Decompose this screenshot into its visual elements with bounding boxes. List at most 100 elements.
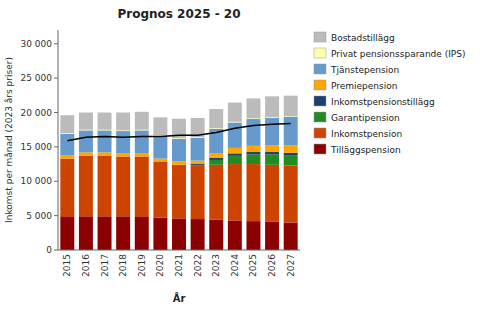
- bar: [246, 221, 260, 250]
- y-axis: 0 5 000 10 000 15 000 20 000 25 000 30 000: [21, 39, 59, 255]
- legend-swatch: [314, 112, 326, 122]
- bar: [116, 131, 130, 153]
- y-axis-line: [58, 30, 59, 250]
- bar-series: [60, 156, 297, 223]
- bar: [265, 152, 279, 154]
- bar: [191, 164, 205, 165]
- bar: [79, 113, 93, 130]
- bar: [209, 220, 223, 250]
- y-tick-label: 0: [46, 245, 52, 255]
- x-tick-label: 2016: [81, 254, 91, 277]
- bar: [265, 154, 279, 164]
- bar: [153, 162, 167, 218]
- legend-label: Bostadstillägg: [331, 33, 395, 43]
- bar: [98, 130, 112, 152]
- bar: [135, 130, 149, 153]
- title: Prognos 2025 - 20: [117, 7, 240, 21]
- bar: [135, 153, 149, 156]
- bar: [209, 158, 223, 160]
- bar: [228, 122, 242, 147]
- legend-swatch: [314, 144, 326, 154]
- bar: [209, 109, 223, 128]
- bar: [116, 157, 130, 217]
- x-tick-label: 2025: [248, 254, 258, 277]
- bar: [79, 152, 93, 155]
- bar-series: [60, 216, 297, 250]
- x-axis: 2015201620172018201920202021202220232024…: [62, 254, 295, 277]
- bar: [209, 153, 223, 158]
- bar: [265, 222, 279, 250]
- legend-label: Tjänstepension: [330, 65, 399, 75]
- bar: [135, 217, 149, 250]
- bar: [246, 164, 260, 221]
- bar-series: [60, 96, 297, 138]
- bar: [284, 96, 298, 117]
- bar: [228, 153, 242, 155]
- bar: [246, 119, 260, 146]
- y-tick-label: 10 000: [21, 176, 53, 186]
- y-tick-label: 25 000: [21, 73, 53, 83]
- bar: [98, 216, 112, 250]
- bar: [135, 157, 149, 218]
- legend-label: Tilläggspension: [330, 145, 401, 155]
- bar: [60, 217, 74, 250]
- x-tick-label: 2020: [155, 254, 165, 277]
- x-axis-line: [58, 250, 300, 251]
- bar: [284, 153, 298, 155]
- bar: [98, 152, 112, 155]
- bar: [172, 161, 186, 164]
- bar: [153, 218, 167, 250]
- bar: [172, 139, 186, 162]
- x-tick-label: 2022: [193, 254, 203, 277]
- bar: [284, 165, 298, 222]
- x-tick-label: 2015: [62, 254, 72, 277]
- legend-swatch: [314, 48, 326, 58]
- bar: [246, 152, 260, 154]
- legend-label: Privat pensionssparande (IPS): [331, 49, 466, 59]
- bar: [228, 164, 242, 220]
- bar-series: [191, 152, 298, 165]
- bar: [284, 145, 298, 153]
- legend: Bostadstillägg Privat pensionssparande (I…: [314, 32, 466, 155]
- bar: [284, 155, 298, 165]
- bar: [79, 156, 93, 217]
- y-tick: [54, 250, 58, 251]
- bar: [172, 165, 186, 219]
- legend-label: Inkomstpension: [331, 129, 402, 139]
- bar: [284, 117, 298, 145]
- bar: [153, 117, 167, 135]
- bar: [209, 160, 223, 165]
- y-tick-label: 20 000: [21, 108, 53, 118]
- y-tick-label: 15 000: [21, 142, 53, 152]
- line: [67, 124, 290, 141]
- bar: [172, 218, 186, 250]
- y-label: Inkomst per månad (2023 års priser): [4, 57, 14, 223]
- bar: [265, 96, 279, 117]
- bar: [60, 115, 74, 133]
- bar: [116, 113, 130, 131]
- legend-swatch: [314, 80, 326, 90]
- bar: [116, 216, 130, 250]
- bar: [246, 146, 260, 152]
- bar: [98, 113, 112, 130]
- bar: [60, 134, 74, 155]
- x-tick-label: 2017: [100, 254, 110, 277]
- x-tick-label: 2026: [267, 254, 277, 277]
- x-label: År: [173, 292, 186, 304]
- y-tick: [54, 43, 58, 44]
- bar: [135, 112, 149, 130]
- y-tick-label: 30 000: [21, 39, 53, 49]
- plot-area: [60, 96, 297, 250]
- bar: [191, 165, 205, 219]
- x-tick-label: 2021: [174, 254, 184, 277]
- bar: [116, 153, 130, 156]
- y-tick-label: 5 000: [26, 211, 52, 221]
- bar: [265, 145, 279, 152]
- y-tick: [54, 215, 58, 216]
- bar: [191, 219, 205, 250]
- bar: [228, 148, 242, 154]
- bar: [191, 138, 205, 161]
- bar: [246, 154, 260, 164]
- x-tick-label: 2027: [286, 254, 296, 277]
- bar: [246, 98, 260, 118]
